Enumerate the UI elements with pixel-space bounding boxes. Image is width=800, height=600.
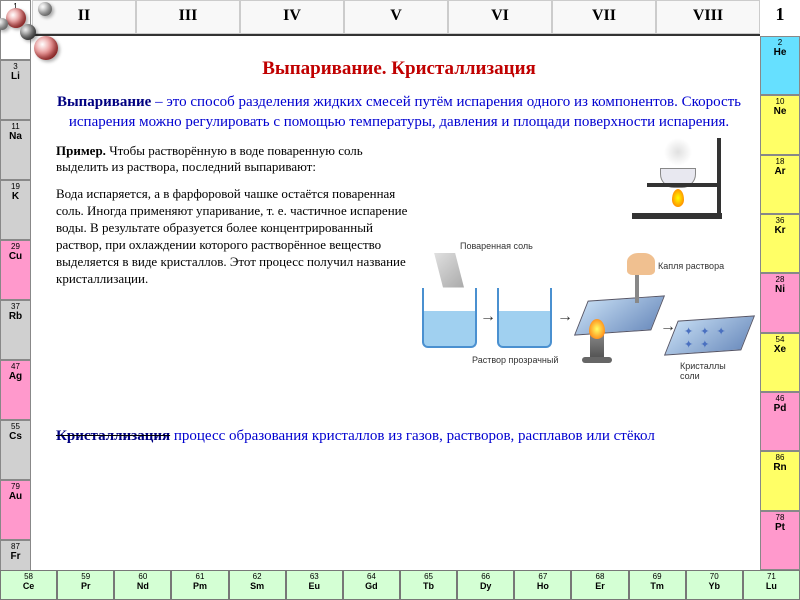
page-title: Выпаривание. Кристаллизация (56, 58, 742, 80)
group-ruler: IIIIIIVVVIVIIVIII (32, 0, 760, 36)
right-column: 2He10Ne18Ar36Kr28Ni54Xe46Pd86Rn78Pt (760, 36, 800, 570)
molecule-icon (0, 0, 76, 70)
period-number: 1 (760, 4, 800, 25)
experiment-diagram: Поваренная соль Раствор прозрачный → → К… (422, 143, 742, 423)
definition-text: Выпаривание – это способ разделения жидк… (56, 92, 742, 133)
crystallization-def: Кристаллизация процесс образования крист… (56, 427, 742, 447)
example-text: Пример. Чтобы растворённую в воде поваре… (56, 143, 412, 423)
lanthanide-row: 58Ce59Pr60Nd61Pm62Sm63Eu64Gd65Tb66Dy67Ho… (0, 570, 800, 600)
main-content: Выпаривание. Кристаллизация Выпаривание … (38, 42, 760, 570)
